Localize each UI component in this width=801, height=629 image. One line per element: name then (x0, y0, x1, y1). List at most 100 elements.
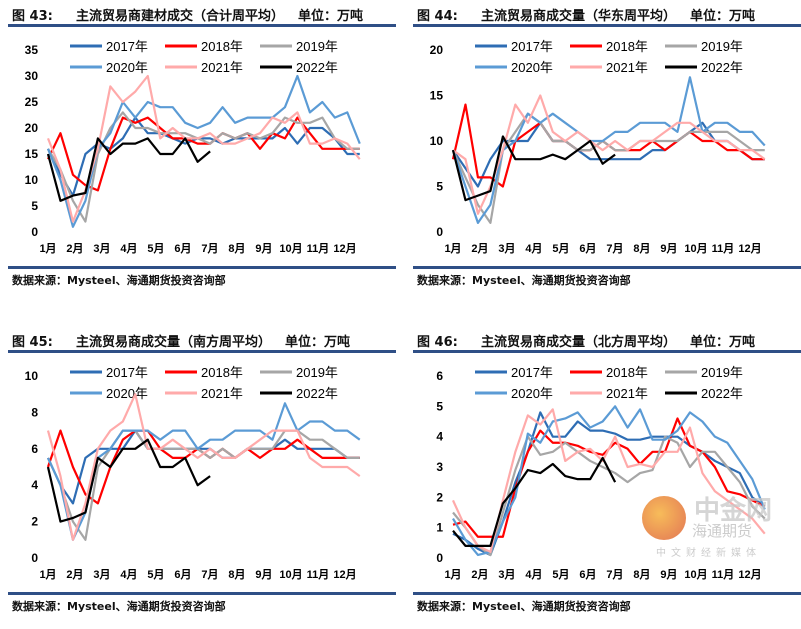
y-tick-label: 0 (31, 225, 38, 239)
chart-title: 图 44: 主流贸易商成交量（华东周平均） 单位：万吨 (417, 5, 755, 24)
chart-title-text: 主流贸易商成交量（南方周平均） (76, 335, 272, 350)
x-tick-label: 2月 (66, 242, 83, 255)
chart-panel-46: 图 46: 主流贸易商成交量（北方周平均） 单位：万吨 数据来源：Mysteel、海… (405, 326, 801, 626)
x-tick-label: 5月 (552, 568, 569, 581)
x-tick-label: 8月 (228, 568, 245, 581)
brand-logo-icon (642, 496, 686, 540)
y-tick-label: 15 (430, 89, 444, 103)
x-tick-label: 11月 (307, 568, 330, 581)
y-tick-label: 30 (25, 69, 39, 83)
x-tick-label: 10月 (684, 568, 707, 581)
legend-label: 2019年 (296, 365, 338, 380)
legend-label: 2020年 (511, 386, 553, 401)
x-tick-label: 8月 (633, 242, 650, 255)
y-tick-label: 10 (430, 134, 444, 148)
chart-panel-43: 图 43: 主流贸易商建材成交（合计周平均） 单位：万吨 数据来源：Mysteel、… (0, 0, 400, 300)
legend-label: 2021年 (606, 60, 648, 75)
series-line-2020 (452, 405, 766, 557)
watermark-sub: 海通期货 (692, 522, 753, 540)
x-tick-label: 3月 (498, 242, 515, 255)
legend-label: 2019年 (296, 39, 338, 54)
legend-label: 2021年 (201, 60, 243, 75)
x-tick-label: 6月 (579, 568, 596, 581)
x-tick-label: 1月 (39, 242, 56, 255)
legend-label: 2022年 (701, 386, 743, 401)
y-tick-label: 20 (430, 43, 444, 57)
legend-label: 2018年 (201, 39, 243, 54)
x-tick-label: 12月 (738, 242, 761, 255)
y-tick-label: 3 (436, 460, 443, 474)
bottom-rule (8, 592, 396, 595)
x-tick-label: 8月 (633, 568, 650, 581)
x-tick-label: 2月 (471, 242, 488, 255)
source-note: 数据来源：Mysteel、海通期货投资咨询部 (417, 274, 631, 287)
legend-label: 2022年 (296, 60, 338, 75)
series-line-2021 (46, 74, 361, 223)
top-rule (413, 350, 801, 353)
legend-label: 2018年 (606, 365, 648, 380)
series-line-2021 (451, 408, 766, 554)
bottom-rule (413, 266, 801, 269)
chart-unit: 单位：万吨 (690, 9, 756, 24)
y-tick-label: 6 (436, 369, 443, 383)
series-line-2020 (46, 74, 361, 228)
x-tick-label: 12月 (333, 242, 356, 255)
x-tick-label: 10月 (684, 242, 707, 255)
x-tick-label: 4月 (525, 242, 542, 255)
chart-panel-45: 图 45: 主流贸易商成交量（南方周平均） 单位：万吨 数据来源：Mysteel、海… (0, 326, 400, 626)
x-tick-label: 7月 (201, 568, 218, 581)
x-tick-label: 10月 (279, 242, 302, 255)
legend-label: 2018年 (201, 365, 243, 380)
x-tick-label: 9月 (660, 242, 677, 255)
series-line-2022 (451, 135, 616, 202)
legend-label: 2021年 (201, 386, 243, 401)
chart-unit: 单位：万吨 (285, 335, 351, 350)
x-tick-label: 1月 (39, 568, 56, 581)
chart-svg: 0 5 10 15 20 1月 2月 3月 4月 5月 6月 7月 8月 9月 10月 11月 12月 2017年… (430, 39, 766, 255)
chart-title: 图 46: 主流贸易商成交量（北方周平均） 单位：万吨 (417, 331, 755, 350)
bottom-rule (8, 266, 396, 269)
series-line-2019 (47, 111, 360, 223)
x-tick-label: 5月 (552, 242, 569, 255)
y-tick-label: 10 (25, 173, 39, 187)
legend-label: 2020年 (106, 60, 148, 75)
x-tick-label: 11月 (712, 242, 735, 255)
watermark-brand: 中金网 (694, 496, 773, 526)
chart-svg: 0 5 10 15 20 25 30 35 1月 2月 3月 4月 5月 6月 7月 8月 9月 10月 11月 12… (25, 39, 361, 255)
figure-number: 图 43: (12, 9, 53, 24)
x-tick-label: 6月 (174, 242, 191, 255)
series-line-2019 (46, 429, 360, 541)
series-line-2022 (46, 438, 211, 523)
legend-label: 2017年 (511, 365, 553, 380)
figure-number: 图 45: (12, 335, 53, 350)
top-rule (413, 24, 801, 27)
y-tick-label: 35 (25, 43, 39, 57)
y-tick-label: 2 (436, 490, 443, 504)
y-tick-label: 15 (25, 147, 39, 161)
x-tick-label: 9月 (660, 568, 677, 581)
y-tick-label: 1 (436, 521, 443, 535)
x-tick-label: 2月 (471, 568, 488, 581)
x-tick-label: 6月 (174, 568, 191, 581)
series-line-2022 (452, 456, 617, 547)
x-tick-label: 4月 (120, 242, 137, 255)
chart-panel-44: 图 44: 主流贸易商成交量（华东周平均） 单位：万吨 数据来源：Mysteel、海… (405, 0, 801, 300)
series-line-2017 (452, 411, 766, 557)
top-rule (8, 24, 396, 27)
y-tick-label: 4 (31, 478, 38, 492)
x-tick-label: 5月 (147, 568, 164, 581)
legend-label: 2022年 (296, 386, 338, 401)
chart-unit: 单位：万吨 (690, 335, 756, 350)
chart-title-text: 主流贸易商成交量（北方周平均） (481, 335, 677, 350)
y-tick-label: 0 (436, 225, 443, 239)
source-note: 数据来源：Mysteel、海通期货投资咨询部 (417, 600, 631, 613)
figure-number: 图 44: (417, 9, 458, 24)
chart-title: 图 43: 主流贸易商建材成交（合计周平均） 单位：万吨 (12, 5, 363, 24)
y-tick-label: 25 (25, 95, 39, 109)
x-tick-label: 6月 (579, 242, 596, 255)
chart-svg: 0 1 2 3 4 5 6 1月 2月 3月 4月 5月 6月 7月 8月 9月 10月 11月 12月 2017年 2… (436, 365, 766, 581)
legend-label: 2020年 (106, 386, 148, 401)
legend-label: 2017年 (511, 39, 553, 54)
x-tick-label: 11月 (712, 568, 735, 581)
legend-label: 2019年 (701, 365, 743, 380)
